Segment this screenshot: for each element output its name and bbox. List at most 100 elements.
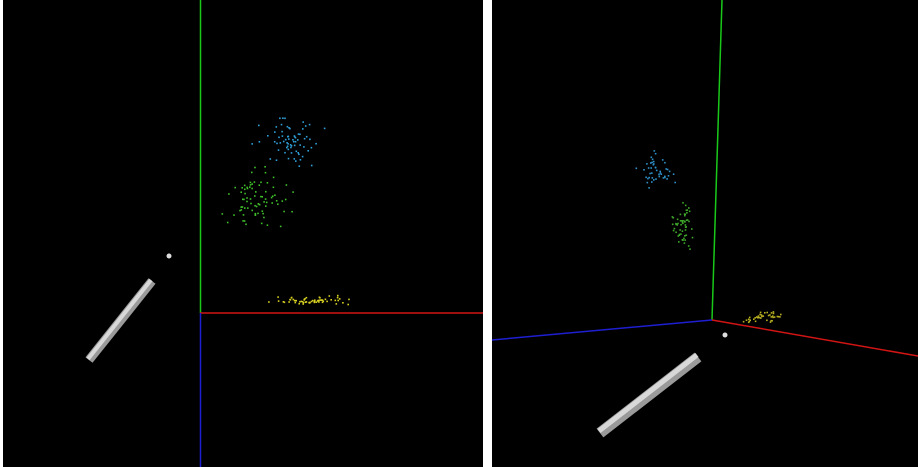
point — [769, 321, 772, 323]
point — [272, 176, 275, 179]
point — [245, 223, 247, 226]
point — [257, 203, 260, 205]
point — [302, 128, 304, 130]
point — [681, 239, 684, 241]
point — [662, 177, 665, 179]
point — [683, 237, 685, 240]
point — [684, 235, 686, 237]
point — [251, 187, 253, 190]
point — [309, 301, 311, 304]
point — [221, 213, 224, 215]
point — [680, 223, 682, 226]
point — [262, 212, 264, 215]
point — [298, 165, 301, 167]
point — [313, 300, 316, 303]
point — [246, 187, 249, 190]
point — [298, 302, 300, 305]
point — [249, 186, 251, 188]
point — [684, 239, 686, 241]
point — [279, 142, 282, 144]
point — [297, 139, 299, 141]
point — [268, 301, 270, 303]
point — [286, 125, 289, 128]
point — [772, 311, 775, 313]
point — [321, 301, 324, 304]
point — [677, 235, 680, 237]
point — [292, 140, 295, 143]
point — [283, 210, 285, 213]
point — [295, 150, 298, 153]
point — [658, 175, 661, 178]
point — [291, 210, 293, 213]
point — [648, 187, 650, 189]
point — [757, 316, 759, 319]
point — [678, 234, 681, 236]
point — [748, 316, 751, 319]
point — [264, 198, 267, 200]
point — [649, 172, 651, 175]
point — [285, 184, 288, 186]
point — [684, 213, 686, 216]
point — [688, 220, 690, 223]
point — [294, 301, 297, 304]
point — [239, 209, 241, 212]
point — [280, 123, 283, 126]
point — [286, 142, 288, 144]
light-source — [166, 253, 172, 259]
point — [671, 216, 674, 218]
point — [251, 209, 253, 212]
point — [681, 221, 684, 224]
point — [261, 196, 263, 198]
point — [249, 184, 252, 186]
point — [290, 145, 293, 147]
point — [260, 222, 263, 225]
point — [759, 316, 761, 319]
point — [263, 216, 265, 219]
point — [330, 299, 332, 301]
point — [228, 193, 230, 195]
point — [276, 142, 278, 145]
point — [292, 139, 294, 141]
point — [272, 186, 275, 189]
point — [305, 301, 308, 303]
point — [674, 181, 676, 184]
point — [258, 203, 261, 206]
z-axis — [491, 319, 713, 341]
point — [326, 300, 328, 303]
point — [678, 241, 680, 243]
point — [254, 166, 256, 169]
point — [271, 195, 274, 197]
point — [286, 145, 289, 148]
point — [287, 157, 290, 160]
point — [747, 318, 750, 321]
point — [275, 200, 278, 202]
point — [277, 296, 279, 298]
point — [266, 224, 269, 226]
point — [275, 159, 278, 161]
point — [682, 220, 684, 222]
point — [686, 209, 688, 211]
point — [244, 207, 246, 209]
point — [676, 218, 679, 221]
point — [277, 203, 279, 205]
point — [684, 204, 687, 207]
point — [685, 219, 688, 221]
point — [293, 144, 296, 147]
point — [689, 248, 691, 250]
point — [688, 210, 691, 213]
point — [691, 228, 693, 230]
point — [254, 204, 256, 207]
point — [757, 315, 760, 317]
point — [645, 176, 647, 179]
point — [304, 301, 307, 303]
point — [299, 133, 301, 136]
right-viewport — [492, 0, 918, 467]
point — [289, 127, 291, 130]
point — [759, 311, 762, 314]
point — [249, 198, 252, 200]
point — [242, 220, 244, 222]
point — [646, 181, 649, 184]
point — [303, 299, 306, 301]
point — [348, 298, 350, 301]
